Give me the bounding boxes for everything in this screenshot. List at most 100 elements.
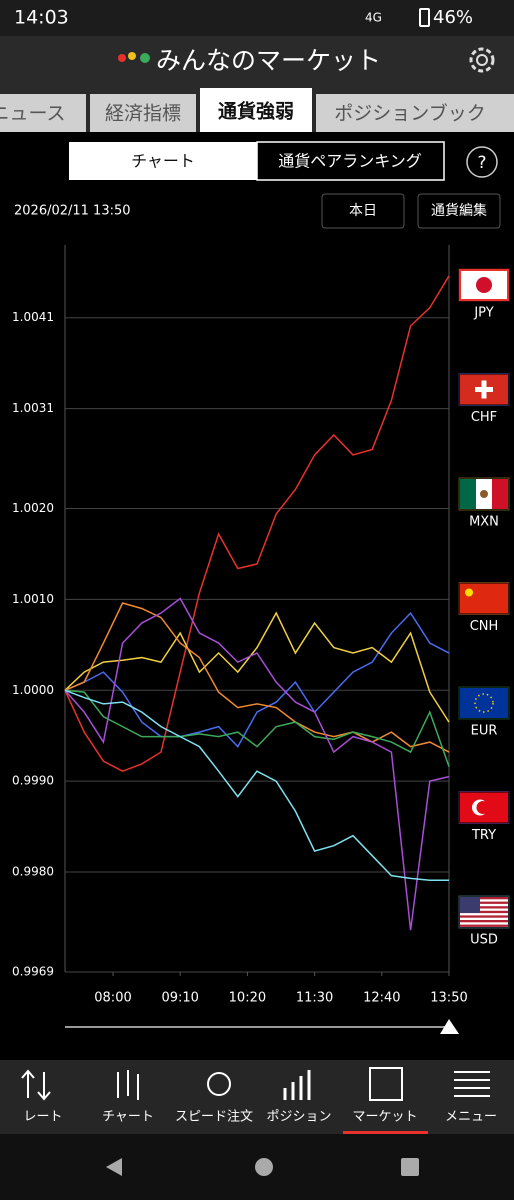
y-tick-label: 1.0020 bbox=[12, 501, 54, 515]
flag bbox=[460, 901, 508, 904]
flag bbox=[460, 906, 508, 909]
flag bbox=[460, 910, 508, 914]
app-header bbox=[0, 36, 514, 88]
x-tick-label: 10:20 bbox=[229, 991, 266, 1006]
nav-label[interactable]: スピード注文 bbox=[175, 1110, 253, 1125]
help-button[interactable] bbox=[466, 146, 498, 178]
flag bbox=[460, 583, 508, 614]
segment-label: チャート bbox=[131, 152, 195, 171]
segment-label: 通貨ペアランキング bbox=[278, 152, 422, 171]
flag bbox=[460, 924, 508, 927]
status-network: 4G bbox=[365, 11, 382, 25]
legend-color bbox=[458, 582, 510, 615]
y-tick-label: 1.0010 bbox=[12, 592, 54, 606]
nav-icon bbox=[21, 1069, 51, 1101]
flag bbox=[460, 688, 508, 718]
legend-label: USD bbox=[470, 933, 498, 948]
flag bbox=[480, 490, 488, 498]
segment-active[interactable] bbox=[69, 142, 257, 180]
nav-label[interactable]: ポジション bbox=[266, 1110, 331, 1125]
nav-label[interactable]: メニュー bbox=[445, 1110, 497, 1125]
battery-icon bbox=[419, 8, 430, 27]
flag bbox=[475, 380, 493, 399]
nav-icon bbox=[369, 1067, 403, 1101]
button[interactable] bbox=[417, 193, 501, 229]
series-line bbox=[64, 611, 450, 723]
legend-label: JPY bbox=[473, 306, 493, 321]
series-line bbox=[64, 275, 450, 772]
x-tick-label: 09:10 bbox=[161, 991, 198, 1006]
y-tick-label: 0.9969 bbox=[12, 965, 54, 979]
flag bbox=[465, 588, 473, 597]
y-tick-label: 0.9990 bbox=[12, 774, 54, 788]
series-line bbox=[64, 602, 450, 753]
series-line bbox=[64, 611, 450, 748]
legend-label: TRY bbox=[471, 828, 496, 843]
bottom-nav bbox=[0, 1060, 514, 1134]
flag bbox=[460, 920, 508, 923]
nav-icon bbox=[454, 1071, 490, 1097]
legend-color bbox=[458, 791, 510, 824]
tab[interactable] bbox=[0, 94, 86, 132]
legend-color bbox=[458, 477, 510, 511]
legend-color bbox=[458, 686, 510, 720]
series-line bbox=[64, 689, 450, 767]
button-label: 本日 bbox=[349, 203, 377, 219]
tab[interactable] bbox=[316, 94, 514, 132]
legend-color bbox=[458, 373, 510, 406]
flag bbox=[474, 693, 494, 713]
tab-label: 通貨強弱 bbox=[218, 100, 294, 123]
x-tick-label: 12:40 bbox=[363, 991, 400, 1006]
y-tick-label: 1.0041 bbox=[12, 310, 54, 324]
nav-indicator bbox=[343, 1131, 428, 1134]
status-battery: 46% bbox=[433, 7, 473, 28]
tab-label: ニュース bbox=[0, 103, 66, 125]
button[interactable] bbox=[321, 193, 405, 229]
logo-dot bbox=[140, 53, 150, 63]
flag bbox=[476, 801, 490, 814]
flag bbox=[460, 479, 476, 509]
logo-dot bbox=[128, 52, 136, 60]
y-tick-label: 1.0031 bbox=[12, 401, 54, 415]
nav-icon bbox=[117, 1070, 139, 1100]
button-label: 通貨編集 bbox=[431, 202, 487, 219]
home-button[interactable] bbox=[255, 1158, 273, 1176]
flag bbox=[476, 277, 492, 293]
chart: 0.9969 0.9980 0.9990 1.0000 1.0010 1.0020 1.00… bbox=[12, 245, 510, 1006]
back-button[interactable] bbox=[106, 1158, 122, 1176]
settings-icon[interactable] bbox=[469, 47, 495, 73]
flag bbox=[492, 479, 508, 509]
recents-button[interactable] bbox=[401, 1158, 419, 1176]
legend-label: MXN bbox=[469, 515, 499, 530]
flag bbox=[460, 897, 508, 900]
series-line bbox=[64, 597, 450, 931]
settings-icon bbox=[476, 54, 488, 66]
nav-label[interactable]: チャート bbox=[102, 1110, 154, 1125]
legend-label: CHF bbox=[471, 410, 497, 425]
slider-handle[interactable] bbox=[440, 1019, 459, 1034]
tab-label: ポジションブック bbox=[334, 102, 485, 125]
legend-label: CNH bbox=[470, 619, 499, 634]
legend-color bbox=[458, 895, 510, 929]
help-label: ? bbox=[477, 153, 486, 173]
nav-label[interactable]: レート bbox=[23, 1110, 62, 1125]
date-label: 2026/02/11 13:50 bbox=[14, 204, 131, 219]
nav-icon bbox=[207, 1072, 231, 1096]
y-tick-label: 1.0000 bbox=[12, 683, 54, 697]
flag bbox=[460, 915, 508, 918]
tab-active[interactable] bbox=[200, 88, 312, 132]
logo-dot bbox=[118, 54, 126, 62]
x-tick-label: 11:30 bbox=[296, 991, 333, 1006]
legend-label: EUR bbox=[471, 724, 498, 739]
nav-icon bbox=[283, 1070, 311, 1100]
tab-label: 経済指標 bbox=[105, 103, 181, 125]
x-tick-label: 13:50 bbox=[430, 991, 467, 1006]
series-line bbox=[64, 689, 449, 881]
y-tick-label: 0.9980 bbox=[12, 865, 54, 879]
status-time: 14:03 bbox=[14, 7, 69, 29]
segment[interactable] bbox=[256, 141, 445, 181]
x-tick-label: 08:00 bbox=[94, 991, 131, 1006]
nav-label[interactable]: マーケット bbox=[352, 1110, 417, 1125]
tab[interactable] bbox=[90, 94, 196, 132]
